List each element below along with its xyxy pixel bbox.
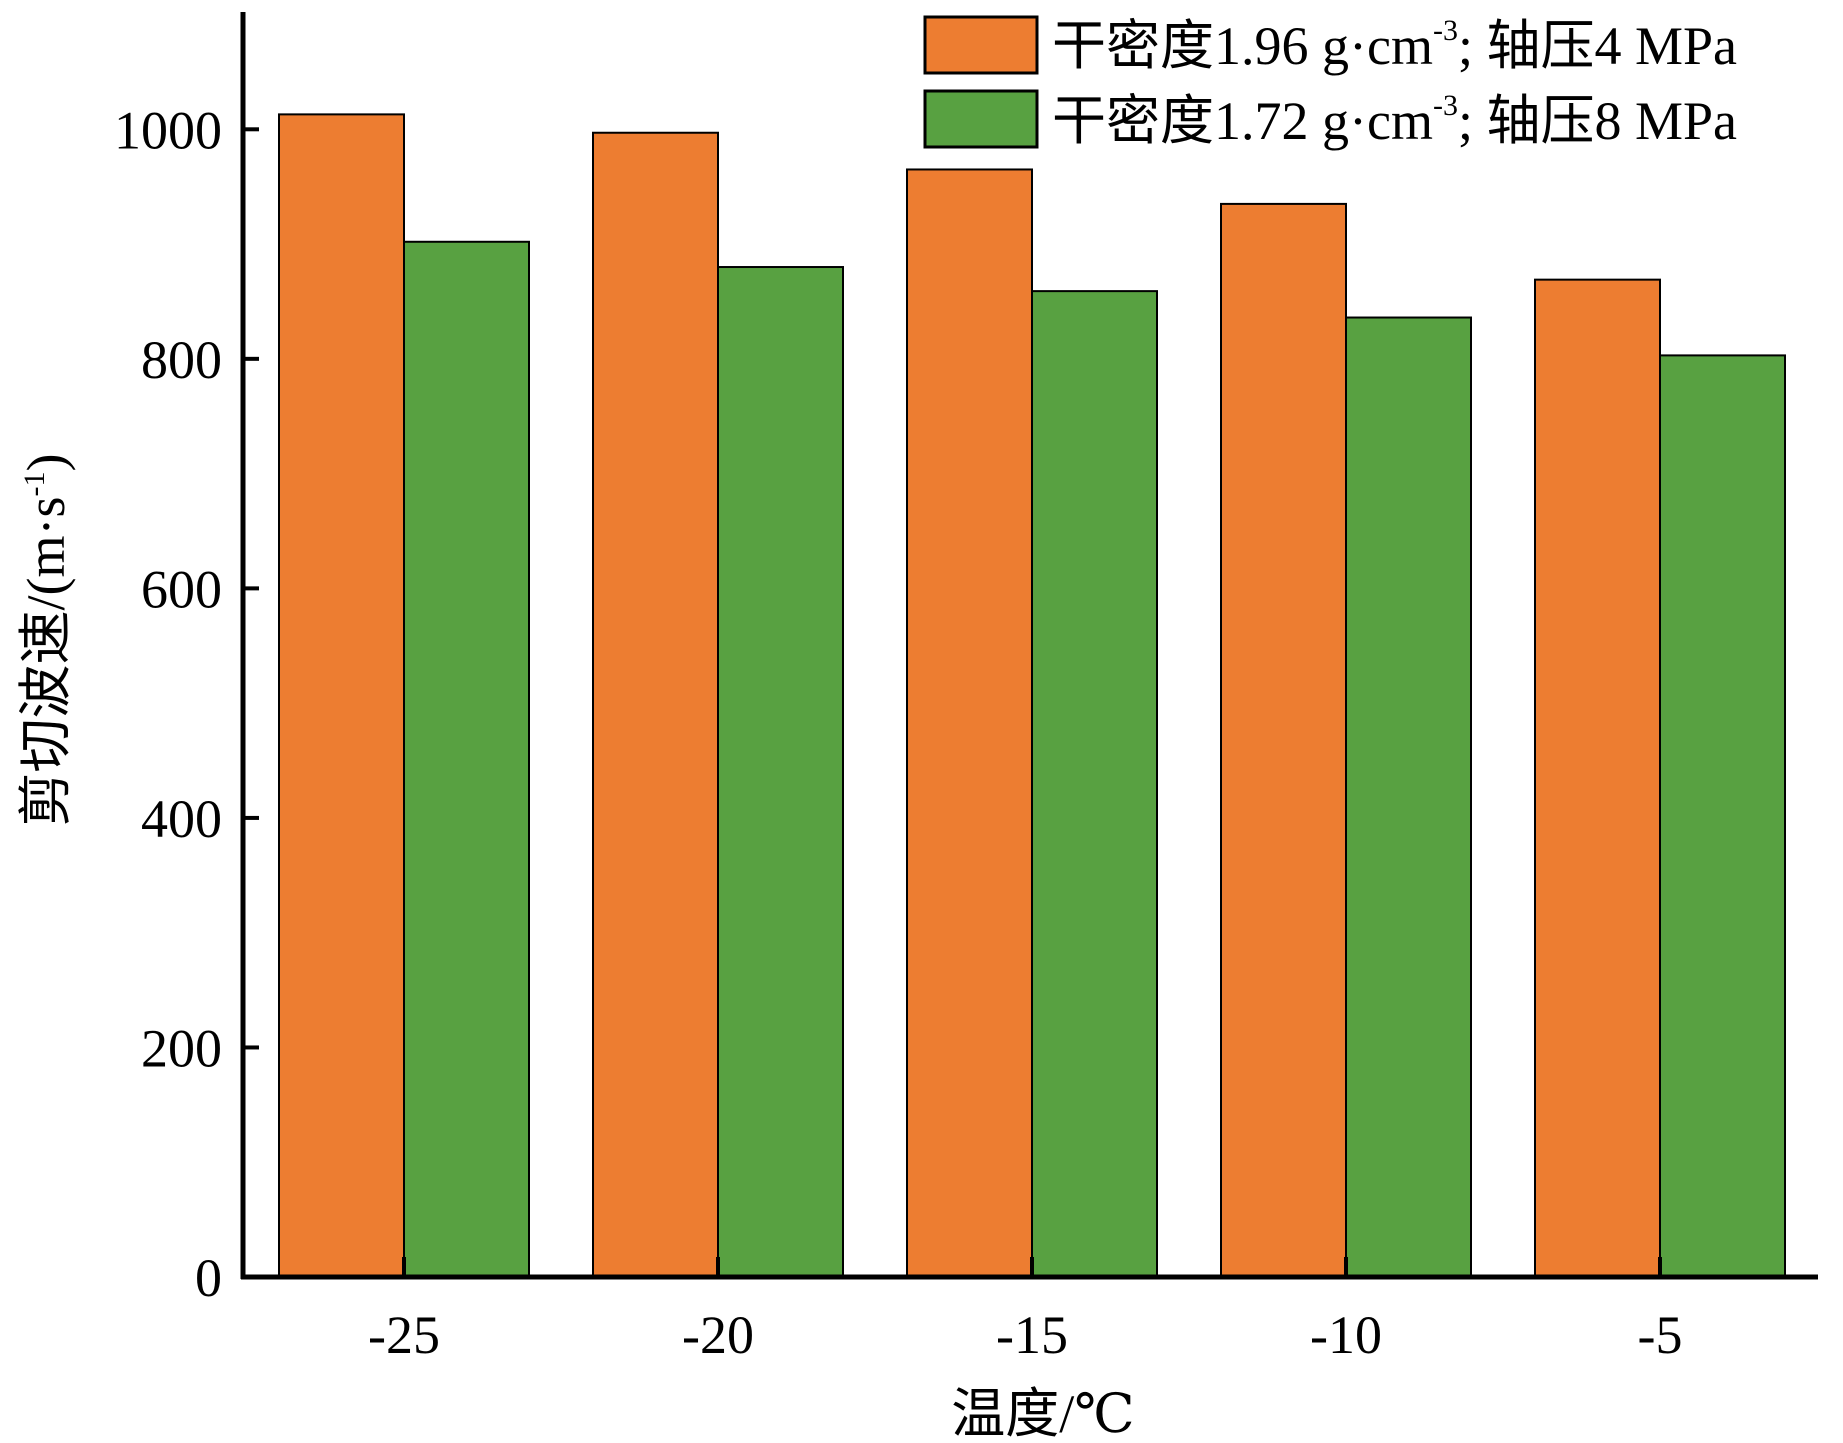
legend-label-series-1: 干密度1.96 g·cm-3; 轴压4 MPa [1052, 14, 1737, 76]
bar-series-1--15 [906, 168, 1033, 1279]
y-axis-title: 剪切波速/(m·s-1) [16, 454, 76, 827]
bar-series-2--10 [1345, 316, 1472, 1278]
bar-series-1--25 [278, 113, 405, 1279]
x-tick-label--5: -5 [1638, 1305, 1683, 1365]
bars-group [278, 113, 1786, 1279]
x-axis-title: 温度/℃ [951, 1384, 1134, 1443]
legend-item-series-2: 干密度1.72 g·cm-3; 轴压8 MPa [923, 89, 1737, 151]
x-tick-label--10: -10 [1310, 1305, 1382, 1365]
y-tick-label-0: 0 [195, 1248, 222, 1308]
legend-label-series-2: 干密度1.72 g·cm-3; 轴压8 MPa [1052, 89, 1737, 151]
y-tick-label-800: 800 [141, 330, 222, 390]
legend-swatch-series-1 [923, 15, 1039, 75]
bar-series-1--20 [592, 131, 719, 1279]
ticks-group: 0 200 400 600 800 1000 -25 -20 -15 -10 -5 [114, 100, 1682, 1365]
bar-series-2--25 [403, 240, 530, 1278]
y-tick-label-600: 600 [141, 559, 222, 619]
legend: 干密度1.96 g·cm-3; 轴压4 MPa 干密度1.72 g·cm-3; … [923, 14, 1737, 151]
bar-series-2--20 [717, 266, 844, 1278]
legend-swatch-series-2 [923, 89, 1039, 149]
bar-series-2--15 [1031, 290, 1158, 1279]
x-tick-label--15: -15 [996, 1305, 1068, 1365]
y-tick-label-400: 400 [141, 789, 222, 849]
x-tick-label--20: -20 [682, 1305, 754, 1365]
bar-series-1--5 [1534, 278, 1661, 1279]
axes-group [240, 12, 1818, 1280]
y-tick-label-200: 200 [141, 1018, 222, 1078]
x-tick-label--25: -25 [368, 1305, 440, 1365]
legend-item-series-1: 干密度1.96 g·cm-3; 轴压4 MPa [923, 14, 1737, 76]
y-tick-label-1000: 1000 [114, 100, 222, 160]
bar-series-2--5 [1659, 354, 1786, 1278]
bar-series-1--10 [1220, 202, 1347, 1278]
